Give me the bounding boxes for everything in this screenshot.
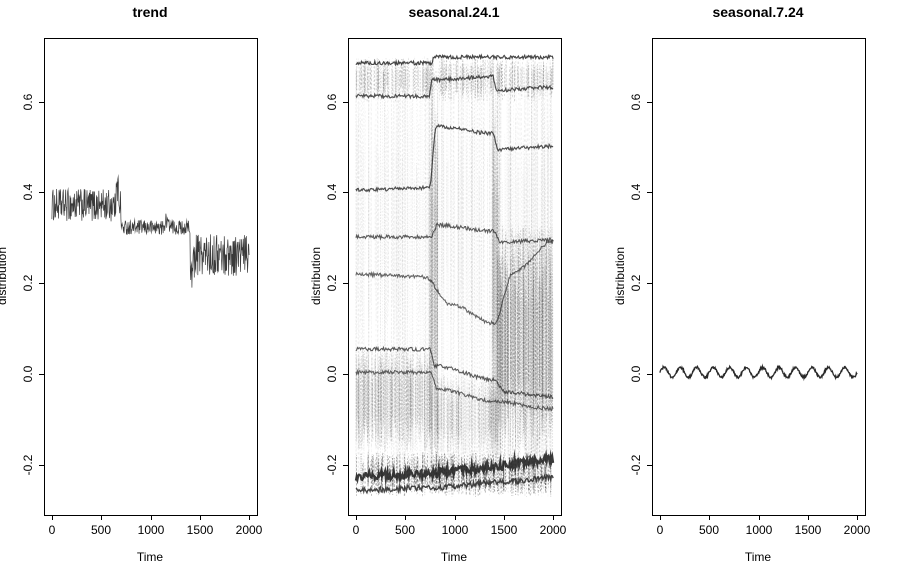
y-tick-label: -0.2	[629, 454, 643, 476]
panel-seasonal-24-1: seasonal.24.1 distribution Time 0 500 1000…	[304, 0, 608, 586]
x-axis-label: Time	[136, 550, 164, 564]
x-tick-label: 0	[656, 523, 664, 537]
y-tick-label: 0.2	[629, 274, 643, 292]
y-tick-label: 0.4	[21, 183, 35, 201]
x-tick-label: 2000	[539, 523, 567, 537]
x-tick-label: 1000	[745, 523, 773, 537]
x-tick-label: 1500	[794, 523, 822, 537]
y-tick-label: 0.6	[21, 93, 35, 111]
y-axis-label: distribution	[613, 246, 627, 306]
y-tick-label: 0.6	[325, 93, 339, 111]
y-tick-label: 0.0	[21, 365, 35, 383]
panel-seasonal-7-24: seasonal.7.24 distribution Time 0 500 1000…	[608, 0, 912, 586]
y-axis-label: distribution	[0, 246, 9, 306]
y-tick-label: 0.4	[325, 183, 339, 201]
y-tick-label: 0.2	[325, 274, 339, 292]
x-tick-label: 0	[48, 523, 56, 537]
seasonal-7-24-plot-canvas	[608, 0, 912, 586]
y-tick-label: -0.2	[325, 454, 339, 476]
x-tick-label: 0	[352, 523, 360, 537]
panel-title: trend	[132, 4, 168, 20]
x-axis-label: Time	[440, 550, 468, 564]
y-tick-label: 0.0	[629, 365, 643, 383]
x-tick-label: 500	[90, 523, 112, 537]
panel-title: seasonal.7.24	[712, 4, 804, 20]
trend-plot-canvas	[0, 0, 304, 586]
y-tick-label: 0.4	[629, 183, 643, 201]
y-tick-label: 0.6	[629, 93, 643, 111]
x-tick-label: 500	[698, 523, 720, 537]
x-tick-label: 1500	[186, 523, 214, 537]
x-tick-label: 1000	[137, 523, 165, 537]
y-axis-label: distribution	[309, 246, 323, 306]
x-tick-label: 2000	[843, 523, 871, 537]
x-tick-label: 2000	[235, 523, 263, 537]
x-tick-label: 1500	[490, 523, 518, 537]
y-tick-label: 0.2	[21, 274, 35, 292]
seasonal-24-1-plot-canvas	[304, 0, 608, 586]
x-tick-label: 1000	[441, 523, 469, 537]
panel-trend: trend distribution Time 0 500 1000 1500 2000…	[0, 0, 304, 586]
x-axis-label: Time	[744, 550, 772, 564]
y-tick-label: -0.2	[21, 454, 35, 476]
x-tick-label: 500	[394, 523, 416, 537]
panel-title: seasonal.24.1	[408, 4, 500, 20]
y-tick-label: 0.0	[325, 365, 339, 383]
